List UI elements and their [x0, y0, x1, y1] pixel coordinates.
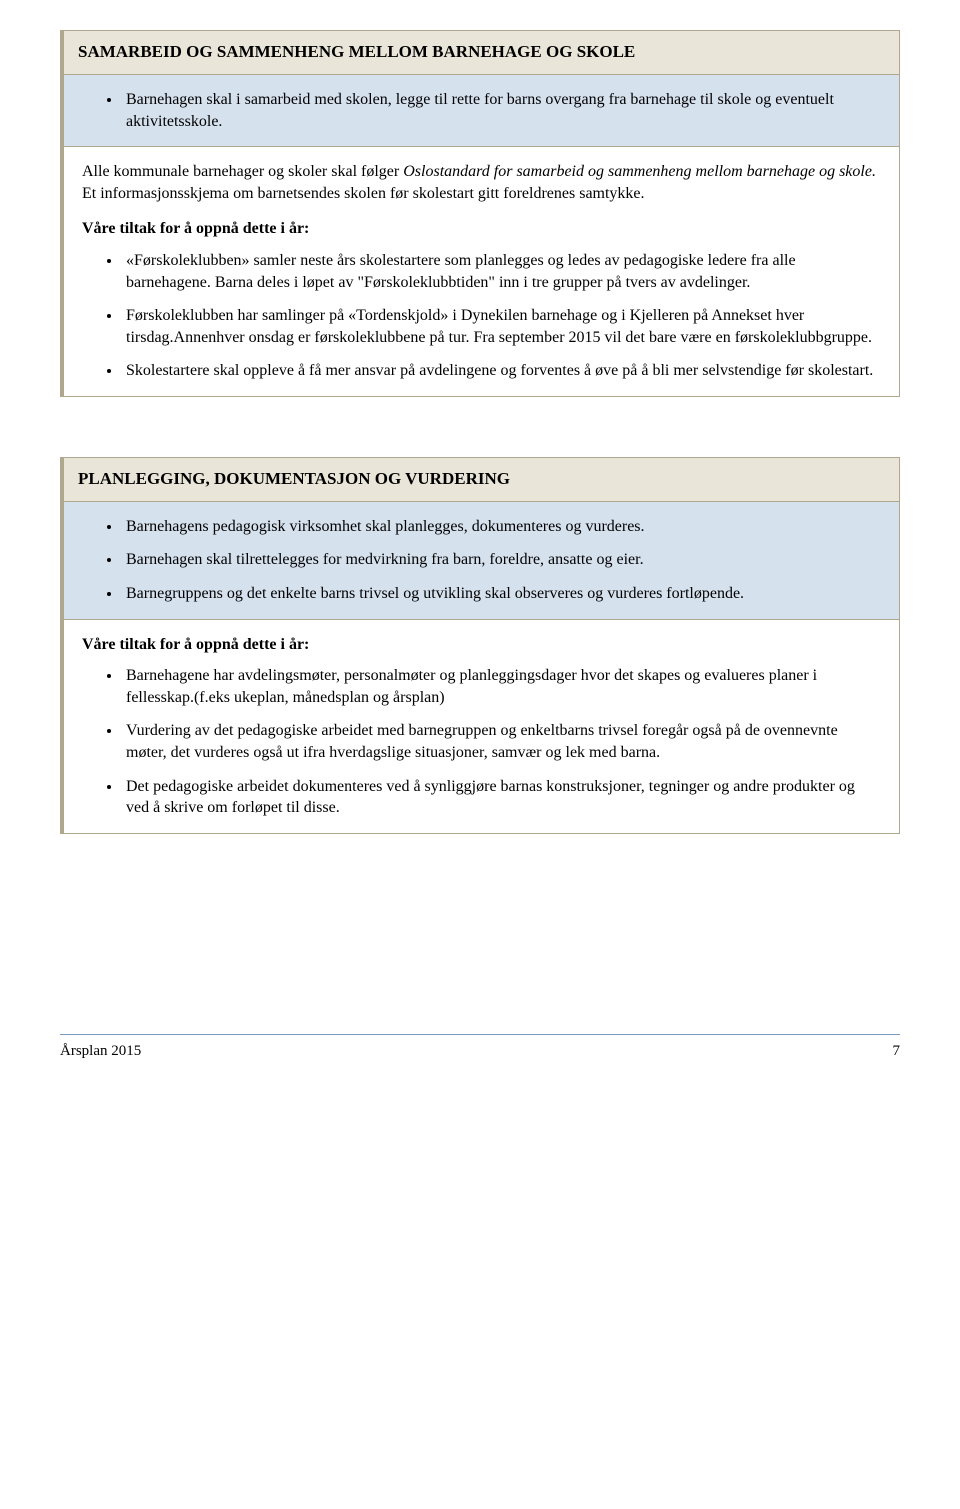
blue-box: Barnehagens pedagogisk virksomhet skal p…: [64, 502, 899, 620]
subheading: Våre tiltak for å oppnå dette i år:: [82, 218, 881, 240]
bullet-list: «Førskoleklubben» samler neste års skole…: [82, 250, 881, 382]
bullet-list: Barnehagene har avdelingsmøter, personal…: [82, 665, 881, 819]
blue-bullet-list: Barnehagen skal i samarbeid med skolen, …: [82, 89, 881, 132]
text: Et informasjonsskjema om barnetsendes sk…: [82, 185, 645, 202]
white-box: Våre tiltak for å oppnå dette i år: Barn…: [64, 620, 899, 833]
list-item: Vurdering av det pedagogiske arbeidet me…: [122, 720, 881, 763]
italic-text: Oslostandard for samarbeid og sammenheng…: [403, 163, 876, 180]
subheading: Våre tiltak for å oppnå dette i år:: [82, 634, 881, 656]
white-box: Alle kommunale barnehager og skoler skal…: [64, 147, 899, 396]
list-item: Barnehagen skal i samarbeid med skolen, …: [122, 89, 881, 132]
page-footer: Årsplan 2015 7: [60, 1034, 900, 1061]
list-item: «Førskoleklubben» samler neste års skole…: [122, 250, 881, 293]
section-header: SAMARBEID OG SAMMENHENG MELLOM BARNEHAGE…: [64, 31, 899, 75]
list-item: Barnehagens pedagogisk virksomhet skal p…: [122, 516, 881, 538]
list-item: Barnehagene har avdelingsmøter, personal…: [122, 665, 881, 708]
list-item: Førskoleklubben har samlinger på «Torden…: [122, 305, 881, 348]
list-item: Barnehagen skal tilrettelegges for medvi…: [122, 549, 881, 571]
blue-bullet-list: Barnehagens pedagogisk virksomhet skal p…: [82, 516, 881, 605]
list-item: Barnegruppens og det enkelte barns trivs…: [122, 583, 881, 605]
blue-box: Barnehagen skal i samarbeid med skolen, …: [64, 75, 899, 147]
section-planlegging: PLANLEGGING, DOKUMENTASJON OG VURDERING …: [60, 457, 900, 834]
paragraph: Alle kommunale barnehager og skoler skal…: [82, 161, 881, 204]
section-samarbeid: SAMARBEID OG SAMMENHENG MELLOM BARNEHAGE…: [60, 30, 900, 397]
list-item: Skolestartere skal oppleve å få mer ansv…: [122, 360, 881, 382]
section-header: PLANLEGGING, DOKUMENTASJON OG VURDERING: [64, 458, 899, 502]
footer-left: Årsplan 2015: [60, 1041, 141, 1061]
text: Alle kommunale barnehager og skoler skal…: [82, 163, 403, 180]
footer-page-number: 7: [893, 1041, 901, 1061]
list-item: Det pedagogiske arbeidet dokumenteres ve…: [122, 776, 881, 819]
